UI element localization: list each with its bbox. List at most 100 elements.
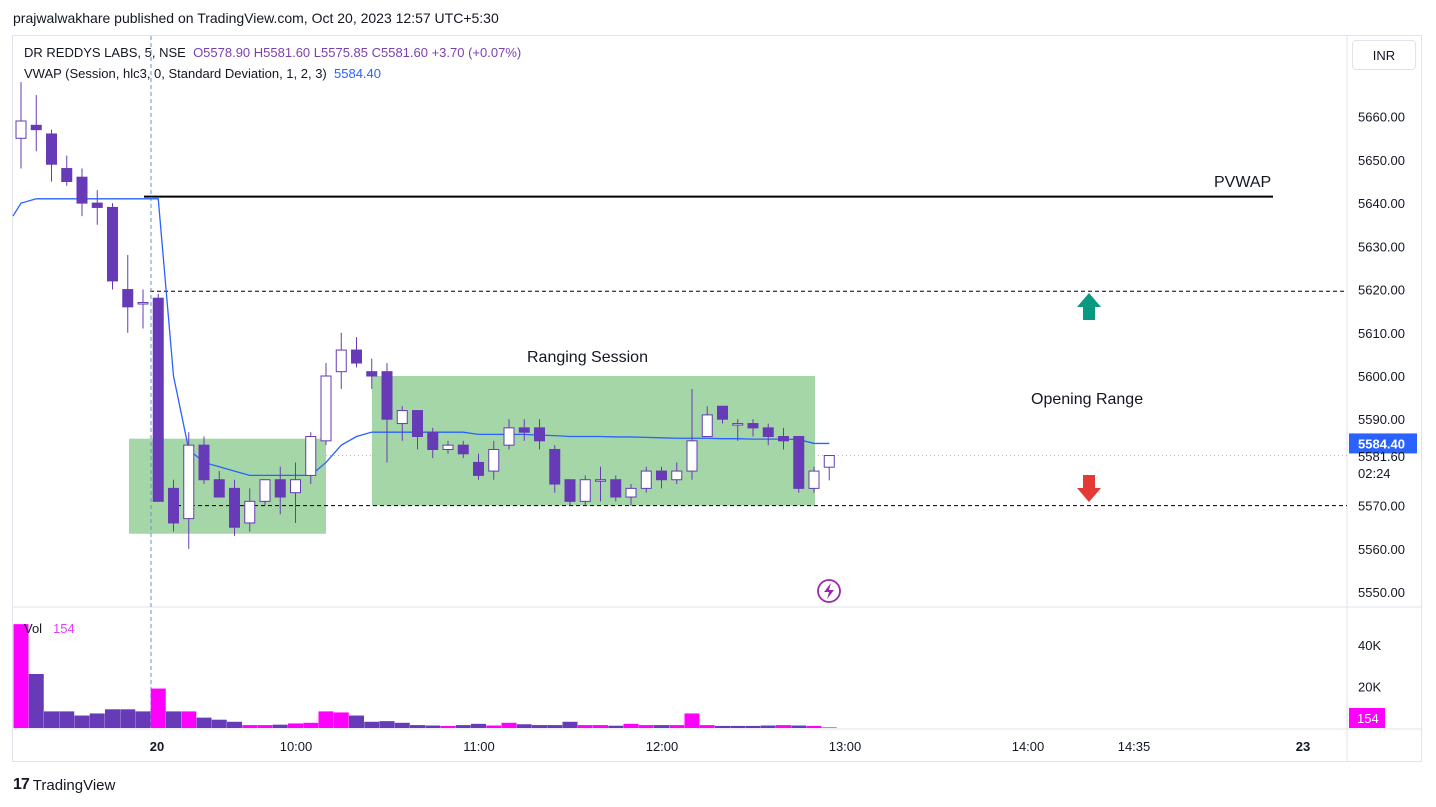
price-tick-label: 5650.00 xyxy=(1358,153,1405,168)
candle xyxy=(701,406,713,438)
candle-body xyxy=(152,297,164,502)
candle-body xyxy=(290,479,301,494)
candle-body xyxy=(442,444,454,450)
candle xyxy=(152,293,164,502)
vwap-legend: VWAP (Session, hlc3, 0, Standard Deviati… xyxy=(24,66,381,81)
time-tick-label: 20 xyxy=(150,739,164,754)
volume-bar xyxy=(349,715,364,728)
vwap-price-tag-label: 5584.40 xyxy=(1358,436,1405,451)
volume-bar xyxy=(318,711,334,728)
volume-bar xyxy=(105,709,120,728)
candle-body xyxy=(823,455,835,468)
candle xyxy=(351,337,362,368)
vwap-line xyxy=(12,198,830,477)
volume-bar xyxy=(74,715,90,728)
vwap-label[interactable]: VWAP (Session, hlc3, 0, Standard Deviati… xyxy=(24,66,327,81)
volume-bar xyxy=(638,725,654,728)
volume-bar xyxy=(532,725,547,728)
currency-button[interactable]: INR xyxy=(1352,40,1416,70)
candle-body xyxy=(244,500,256,524)
pvwap-label: PVWAP xyxy=(1214,174,1271,191)
time-tick-label: 14:00 xyxy=(1012,739,1045,754)
time-tick-label: 12:00 xyxy=(646,739,679,754)
candle xyxy=(823,455,835,481)
volume-bar xyxy=(166,711,181,728)
volume-bar xyxy=(440,725,456,728)
time-tick-label: 14:35 xyxy=(1118,739,1151,754)
candle-body xyxy=(213,479,225,498)
candle xyxy=(335,332,347,389)
chart-frame xyxy=(12,35,1422,762)
symbol-name[interactable]: DR REDDYS LABS, 5, NSE xyxy=(24,45,186,60)
candle-body xyxy=(549,448,561,485)
candle xyxy=(244,488,256,532)
price-tick-label: 5590.00 xyxy=(1358,412,1405,427)
candle-body xyxy=(61,168,73,183)
volume-bar xyxy=(211,719,227,728)
candle-body xyxy=(473,461,484,476)
candle-body xyxy=(701,414,713,438)
candle xyxy=(671,462,683,485)
candle xyxy=(91,190,103,225)
candle-body xyxy=(808,470,820,489)
volume-bar xyxy=(394,722,410,728)
candle-body xyxy=(793,436,805,489)
price-tick-label: 5630.00 xyxy=(1358,239,1405,254)
candle xyxy=(107,203,118,290)
candle-body xyxy=(503,427,515,446)
volume-bar xyxy=(272,724,288,728)
candle xyxy=(30,95,42,152)
time-tick-label: 13:00 xyxy=(829,739,862,754)
candle xyxy=(366,358,378,389)
candle xyxy=(305,432,317,485)
candle xyxy=(717,405,728,424)
candle xyxy=(534,419,545,450)
candle-body xyxy=(640,470,652,489)
candle-body xyxy=(229,487,240,528)
candle xyxy=(396,406,408,441)
price-tick-label: 5620.00 xyxy=(1358,283,1405,298)
candle-body xyxy=(30,124,42,131)
candle xyxy=(412,410,423,450)
price-tick-label: 5550.00 xyxy=(1358,585,1405,600)
volume-bar xyxy=(59,711,75,728)
candle xyxy=(686,388,698,480)
candle-body xyxy=(457,444,469,455)
volume-bar xyxy=(654,725,669,728)
volume-bar xyxy=(150,688,166,728)
candle xyxy=(290,462,301,523)
volume-bar xyxy=(120,709,136,728)
candle xyxy=(213,471,225,498)
volume-bar xyxy=(669,725,685,728)
opening-range-label: Opening Range xyxy=(1031,391,1143,408)
candle-body xyxy=(91,202,103,208)
candle-body xyxy=(488,448,500,472)
candle xyxy=(625,484,637,506)
volume-tick-label: 40K xyxy=(1358,638,1381,653)
volume-bar xyxy=(410,725,425,728)
volume-bar xyxy=(288,723,303,728)
candle xyxy=(229,479,240,536)
volume-bar xyxy=(425,725,441,728)
candle-body xyxy=(518,427,530,433)
price-tick-label: 5640.00 xyxy=(1358,196,1405,211)
arrow-down-icon xyxy=(1077,475,1101,502)
candle xyxy=(518,419,530,441)
candle-body xyxy=(534,427,545,442)
price-tick-label: 5600.00 xyxy=(1358,369,1405,384)
candle xyxy=(427,427,439,459)
candle xyxy=(762,423,774,446)
candle-body xyxy=(320,375,332,442)
volume-tick-label: 20K xyxy=(1358,679,1381,694)
candle-body xyxy=(305,436,317,476)
candle xyxy=(457,440,469,459)
volume-bar xyxy=(699,725,715,728)
candle xyxy=(732,419,744,441)
candle-body xyxy=(717,405,728,420)
price-tick-label: 5560.00 xyxy=(1358,542,1405,557)
candle xyxy=(473,453,484,480)
volume-bar xyxy=(303,722,319,728)
candle-body xyxy=(366,371,378,377)
candle xyxy=(122,254,134,333)
